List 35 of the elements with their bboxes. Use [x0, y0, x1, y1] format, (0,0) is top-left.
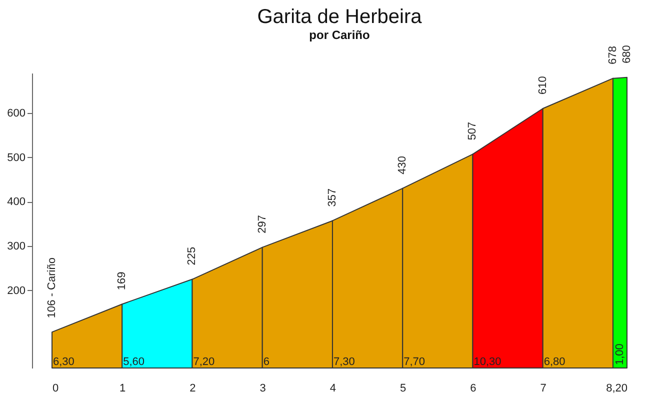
- data-label: 225: [186, 246, 198, 266]
- data-label: 507: [466, 122, 479, 140]
- x-tick-label: 2: [190, 382, 196, 394]
- y-tick-label: 600: [7, 107, 26, 120]
- annotation: 7,20: [193, 356, 215, 368]
- x-tick-label: 3: [260, 382, 266, 394]
- annotation: 6: [263, 356, 270, 368]
- chart-subtitle: por Cariño: [309, 28, 370, 42]
- annotation: 6,80: [544, 356, 566, 368]
- data-label: 106 - Cariño: [46, 258, 58, 318]
- y-tick-label: 500: [7, 152, 26, 164]
- data-label: 169: [116, 272, 128, 290]
- annotation: 7,70: [404, 356, 426, 368]
- data-label: 430: [396, 156, 409, 174]
- annotation: 6,30: [53, 356, 74, 368]
- y-tick-label: 400: [7, 196, 26, 208]
- y-tick-label: 300: [7, 240, 26, 253]
- x-tick-label: 7: [540, 382, 546, 394]
- data-label: 297: [256, 214, 268, 234]
- x-tick-label: 0: [52, 382, 59, 394]
- x-tick-label: 4: [330, 382, 336, 394]
- x-tick-label: 6: [470, 382, 476, 394]
- x-tick-label: 1: [120, 382, 126, 394]
- annotation: 5,60: [123, 356, 145, 368]
- annotation: 7,30: [333, 356, 355, 368]
- data-label: 680: [621, 45, 633, 64]
- data-label: 610: [536, 76, 549, 94]
- annotation: 1,00: [614, 344, 626, 365]
- data-label: 357: [326, 188, 338, 207]
- y-tick-label: 200: [7, 284, 26, 297]
- chart-title: Garita de Herbeira: [257, 6, 423, 28]
- x-tick-label: 5: [400, 382, 406, 394]
- x-tick-label: 8,20: [606, 382, 628, 394]
- data-label: 678: [606, 46, 619, 64]
- annotation: 10,30: [474, 356, 502, 368]
